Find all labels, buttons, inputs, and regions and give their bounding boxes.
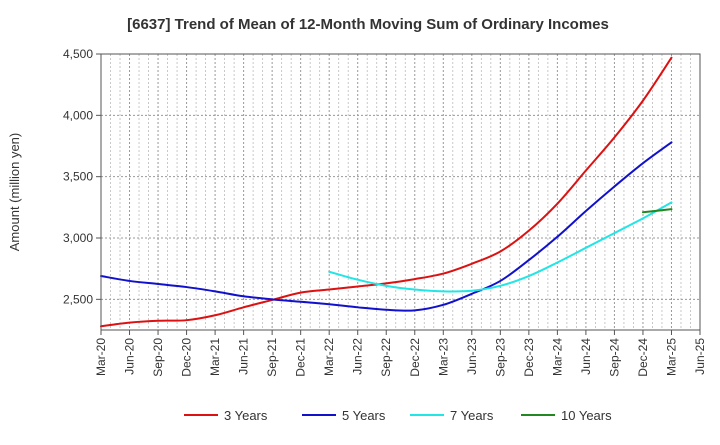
x-tick-label: Dec-21 bbox=[294, 338, 308, 377]
x-tick-label: Dec-23 bbox=[522, 338, 536, 377]
x-tick-label: Dec-24 bbox=[636, 338, 650, 377]
x-tick-label: Dec-20 bbox=[180, 338, 194, 377]
plot-frame bbox=[100, 53, 701, 331]
series-layer bbox=[100, 56, 673, 328]
legend-label: 10 Years bbox=[561, 408, 612, 423]
x-tick-label: Mar-20 bbox=[94, 338, 108, 376]
y-tick-label: 4,500 bbox=[63, 47, 93, 61]
y-axis-ticks: 2,500 3,000 3,500 4,000 4,500 bbox=[63, 47, 101, 306]
series-line-10-years bbox=[641, 208, 673, 214]
x-tick-label: Mar-24 bbox=[550, 338, 564, 376]
series-line-5-years bbox=[100, 141, 673, 312]
x-tick-label: Jun-24 bbox=[579, 338, 593, 375]
x-tick-label: Mar-23 bbox=[436, 338, 450, 376]
legend: 3 Years 5 Years 7 Years 10 Years bbox=[184, 408, 612, 423]
series-line-3-years bbox=[100, 56, 673, 328]
x-tick-label: Mar-21 bbox=[208, 338, 222, 376]
plot-border bbox=[100, 53, 701, 331]
y-tick-label: 2,500 bbox=[63, 292, 93, 306]
x-tick-label: Mar-25 bbox=[664, 338, 678, 376]
x-tick-label: Jun-21 bbox=[237, 338, 251, 375]
y-axis-label: Amount (million yen) bbox=[7, 133, 22, 252]
x-tick-label: Jun-23 bbox=[465, 338, 479, 375]
legend-label: 5 Years bbox=[342, 408, 386, 423]
x-tick-label: Mar-22 bbox=[322, 338, 336, 376]
x-tick-label: Sep-21 bbox=[265, 338, 279, 377]
x-tick-label: Jun-22 bbox=[351, 338, 365, 375]
x-tick-label: Sep-23 bbox=[493, 338, 507, 377]
y-tick-label: 4,000 bbox=[63, 108, 93, 122]
y-tick-label: 3,500 bbox=[63, 170, 93, 184]
x-tick-label: Dec-22 bbox=[408, 338, 422, 377]
plot-area bbox=[101, 54, 700, 330]
x-tick-label: Jun-20 bbox=[123, 338, 137, 375]
x-tick-label: Sep-22 bbox=[379, 338, 393, 377]
x-tick-label: Jun-25 bbox=[693, 338, 707, 375]
plot-background bbox=[101, 54, 700, 330]
series-line-7-years bbox=[328, 201, 673, 293]
y-tick-label: 3,000 bbox=[63, 231, 93, 245]
legend-label: 7 Years bbox=[450, 408, 494, 423]
x-tick-label: Sep-20 bbox=[151, 338, 165, 377]
legend-label: 3 Years bbox=[224, 408, 268, 423]
chart-title: [6637] Trend of Mean of 12-Month Moving … bbox=[127, 16, 609, 33]
x-tick-label: Sep-24 bbox=[607, 338, 621, 377]
x-axis-ticks: Mar-20 Jun-20 Sep-20 Dec-20 Mar-21 Jun-21 Sep-… bbox=[94, 330, 707, 377]
